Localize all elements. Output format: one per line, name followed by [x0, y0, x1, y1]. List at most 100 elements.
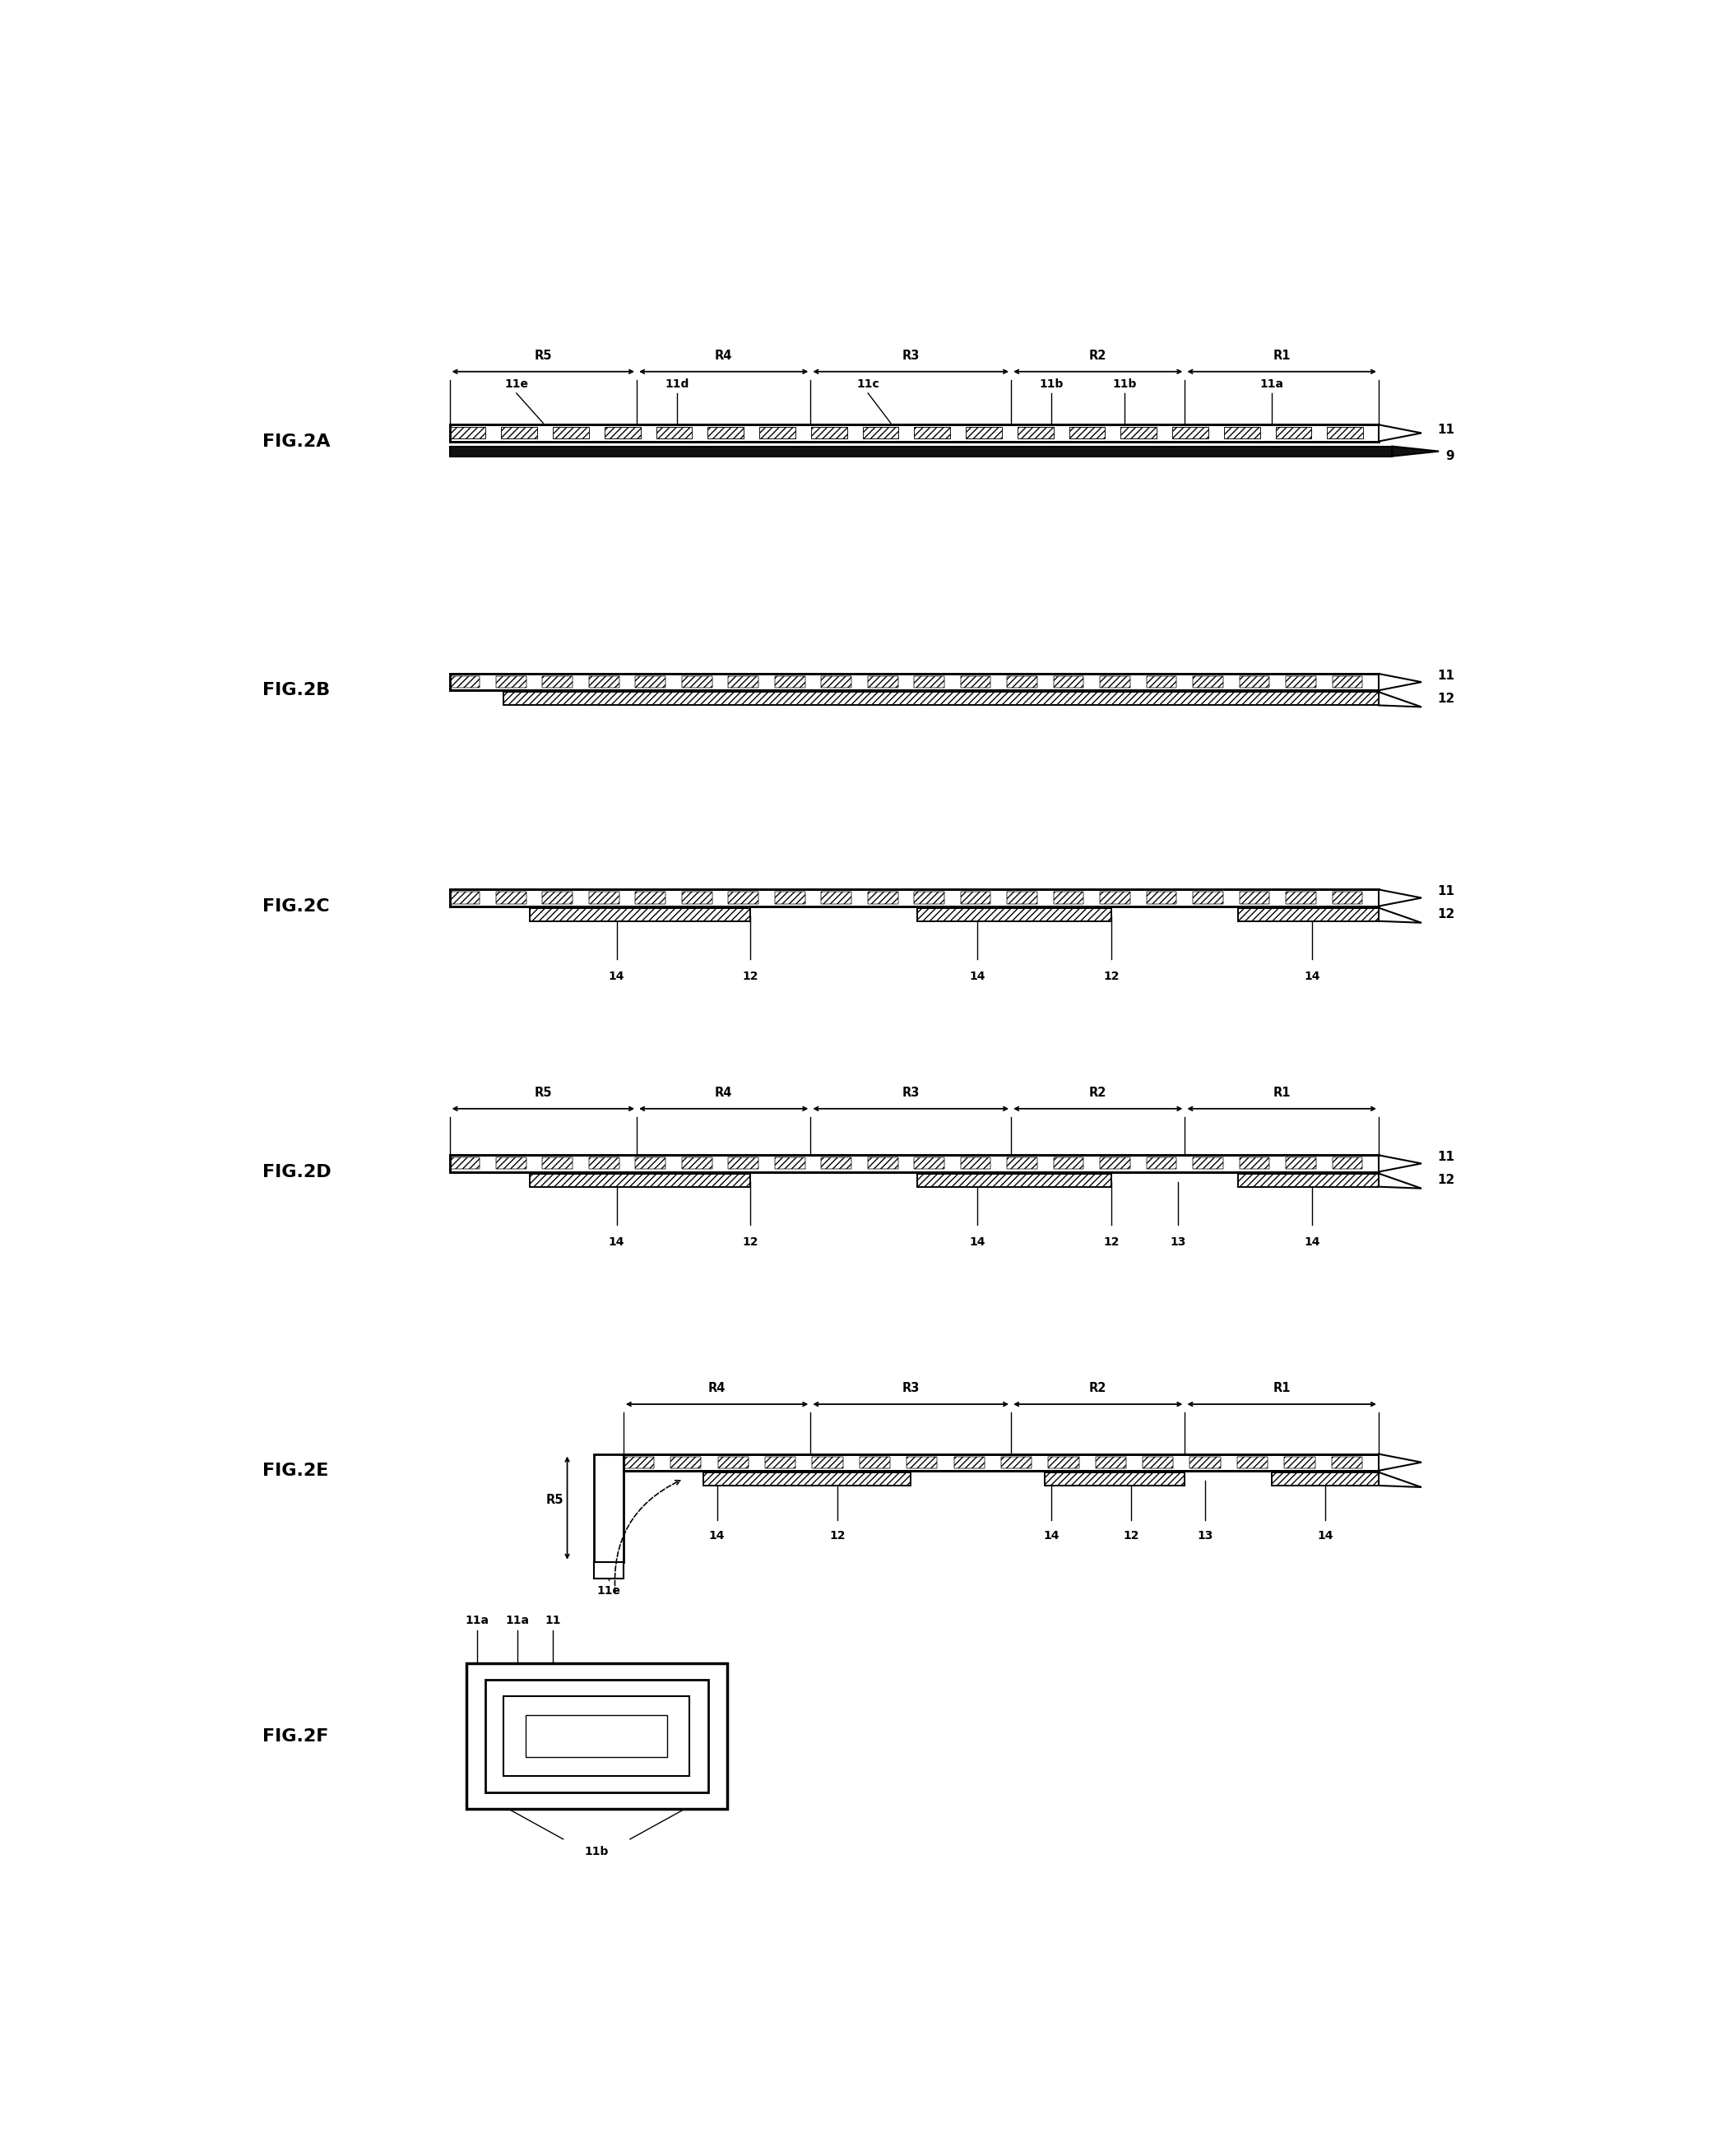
Bar [542, 677, 573, 688]
Text: 11a: 11a [466, 1615, 488, 1626]
Bar [918, 1173, 1111, 1186]
Bar [1095, 1457, 1126, 1468]
Text: R3: R3 [902, 349, 919, 362]
Text: FIG.2E: FIG.2E [262, 1462, 328, 1479]
Bar [450, 427, 486, 440]
Bar [821, 677, 852, 688]
Bar [1285, 893, 1316, 903]
Bar [450, 425, 1378, 442]
Bar [775, 893, 806, 903]
Bar [1018, 427, 1054, 440]
Bar [728, 677, 759, 688]
Bar [1147, 1158, 1176, 1169]
Bar [542, 677, 573, 688]
Text: FIG.2C: FIG.2C [262, 897, 329, 914]
Bar [1101, 677, 1130, 688]
Bar [1239, 908, 1378, 921]
Text: 12: 12 [1437, 1173, 1454, 1186]
Bar [1054, 1158, 1083, 1169]
Bar [1332, 1457, 1363, 1468]
Bar [635, 893, 666, 903]
Bar [1070, 427, 1106, 440]
Bar [497, 1158, 526, 1169]
Bar [859, 1457, 890, 1468]
Text: 12: 12 [1437, 908, 1454, 921]
Bar [623, 1457, 654, 1468]
Text: R3: R3 [902, 1382, 919, 1395]
Bar [811, 427, 847, 440]
Bar [623, 1457, 654, 1468]
Bar [502, 427, 536, 440]
Bar [450, 677, 480, 688]
Text: 12: 12 [1123, 1531, 1140, 1542]
Bar [504, 1697, 690, 1777]
Bar [775, 677, 806, 688]
Bar [656, 427, 692, 440]
Bar [961, 1158, 990, 1169]
Bar [1285, 677, 1316, 688]
Bar [1049, 1457, 1078, 1468]
Bar [1007, 677, 1037, 688]
Bar [862, 427, 899, 440]
Bar [1101, 893, 1130, 903]
Bar [914, 677, 944, 688]
Text: 14: 14 [969, 970, 985, 983]
Bar [450, 673, 1378, 690]
Text: R4: R4 [714, 349, 733, 362]
Bar [1223, 427, 1259, 440]
Bar [671, 1457, 702, 1468]
Bar [588, 893, 619, 903]
Bar [914, 427, 950, 440]
Bar [868, 677, 899, 688]
Bar [526, 1716, 668, 1757]
Bar [1018, 427, 1054, 440]
Bar [821, 677, 852, 688]
Bar [859, 1457, 890, 1468]
Text: 12: 12 [1104, 970, 1120, 983]
Bar [759, 427, 795, 440]
Bar [1194, 893, 1223, 903]
Bar [1239, 893, 1270, 903]
Bar [1101, 1158, 1130, 1169]
Bar [868, 1158, 899, 1169]
Bar [542, 1158, 573, 1169]
Bar [588, 1158, 619, 1169]
Bar [1007, 1158, 1037, 1169]
Bar [1237, 1457, 1268, 1468]
Text: 12: 12 [1104, 1238, 1120, 1248]
Bar [821, 893, 852, 903]
Bar [961, 677, 990, 688]
Bar [918, 908, 1111, 921]
Bar [635, 677, 666, 688]
Bar [1121, 427, 1157, 440]
Bar [914, 1158, 944, 1169]
Text: 13: 13 [1170, 1238, 1187, 1248]
Bar [604, 427, 640, 440]
Text: 11b: 11b [1038, 377, 1063, 390]
Bar [1044, 1473, 1185, 1485]
Bar [466, 1662, 726, 1809]
Bar [1007, 893, 1037, 903]
Bar [504, 692, 1378, 705]
Bar [966, 427, 1002, 440]
Text: R3: R3 [902, 1087, 919, 1100]
Text: 12: 12 [1437, 692, 1454, 705]
Bar [1007, 1158, 1037, 1169]
Bar [552, 427, 588, 440]
Text: 11e: 11e [597, 1585, 621, 1598]
Bar [704, 1473, 911, 1485]
Bar [775, 893, 806, 903]
Polygon shape [1392, 446, 1439, 457]
Text: 12: 12 [742, 1238, 759, 1248]
Bar [681, 893, 712, 903]
Bar [530, 1173, 750, 1186]
Bar [588, 1158, 619, 1169]
Bar [1239, 908, 1378, 921]
Bar [1239, 677, 1270, 688]
Bar [1101, 677, 1130, 688]
Text: R1: R1 [1273, 1087, 1290, 1100]
Text: 11d: 11d [664, 377, 688, 390]
Bar [954, 1457, 985, 1468]
Bar [914, 893, 944, 903]
Bar [450, 1158, 480, 1169]
